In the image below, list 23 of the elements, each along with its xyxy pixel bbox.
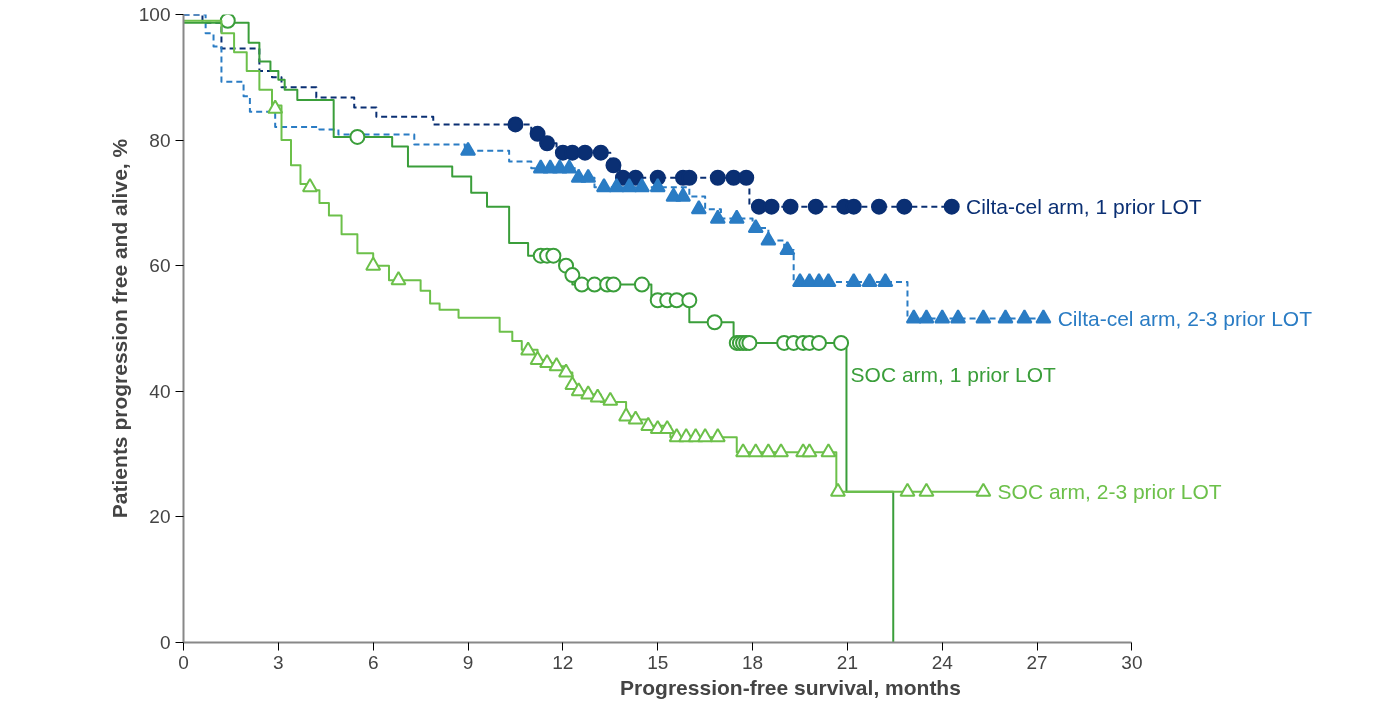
x-tick-label: 9 xyxy=(462,651,474,673)
x-tick-label: 12 xyxy=(552,651,574,673)
series-label: Cilta-cel arm, 1 prior LOT xyxy=(965,195,1202,219)
y-tick-label: 60 xyxy=(149,255,171,277)
x-tick-label: 6 xyxy=(367,651,379,673)
x-tick-label: 18 xyxy=(742,651,764,673)
y-tick-label: 100 xyxy=(138,4,171,25)
x-tick-label: 30 xyxy=(1121,651,1143,673)
x-tick-label: 24 xyxy=(931,651,954,673)
series-label: Cilta-cel arm, 2-3 prior LOT xyxy=(1057,306,1313,330)
y-tick-label: 0 xyxy=(159,632,171,653)
x-axis-title: Progression-free survival, months xyxy=(620,675,961,699)
x-tick-label: 21 xyxy=(836,651,858,673)
x-tick-label: 3 xyxy=(273,651,284,673)
series-label: SOC arm, 1 prior LOT xyxy=(850,362,1057,386)
y-tick-label: 40 xyxy=(149,380,171,402)
series-label: SOC arm, 2-3 prior LOT xyxy=(997,480,1222,504)
x-tick-label: 15 xyxy=(647,651,669,673)
x-tick-label: 27 xyxy=(1026,651,1048,673)
x-tick-label: 0 xyxy=(178,651,189,673)
y-tick-label: 20 xyxy=(149,506,171,528)
y-axis-title: Patients progression free and alive, % xyxy=(107,138,131,519)
y-tick-label: 80 xyxy=(149,129,171,151)
